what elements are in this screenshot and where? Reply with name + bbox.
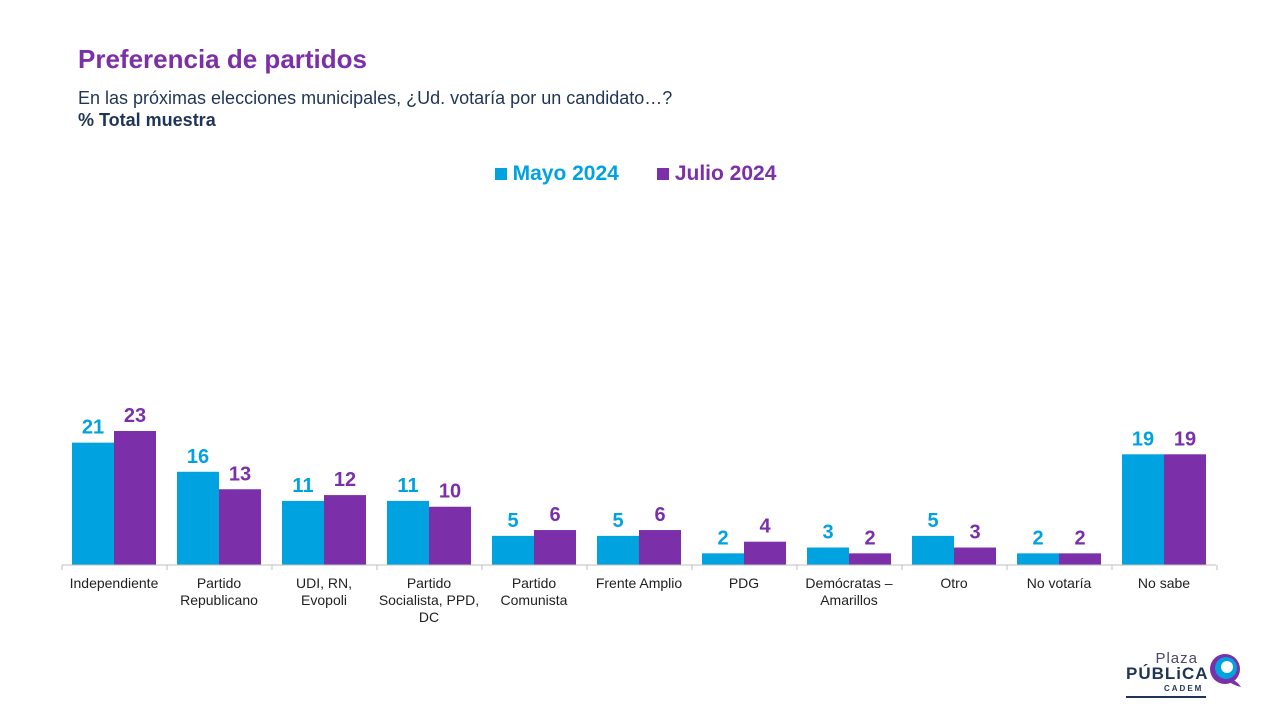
category-label: Otro	[940, 575, 967, 591]
bar-julio	[849, 553, 891, 565]
bar-julio	[744, 541, 786, 565]
legend-label-mayo: Mayo 2024	[512, 162, 619, 185]
category-label: Frente Amplio	[596, 575, 683, 591]
category-label: Evopoli	[301, 592, 347, 608]
logo-swirl-icon	[1210, 654, 1241, 687]
logo-text-plaza: Plaza	[1155, 650, 1198, 667]
category-label: Independiente	[70, 575, 159, 591]
data-label: 23	[124, 405, 146, 427]
legend-item-mayo: Mayo 2024	[494, 162, 619, 186]
bar-mayo	[282, 500, 324, 565]
data-label: 19	[1174, 428, 1196, 450]
data-label: 19	[1132, 428, 1154, 450]
data-label: 6	[549, 504, 560, 526]
category-label: Amarillos	[820, 592, 878, 608]
data-label: 2	[717, 527, 728, 549]
data-label: 10	[439, 481, 461, 503]
category-label: Republicano	[180, 592, 258, 608]
logo-underline	[1126, 696, 1206, 698]
category-label: DC	[419, 609, 439, 625]
logo-text-publica: PÚBLiCA	[1126, 664, 1209, 683]
category-label: Comunista	[501, 592, 568, 608]
bar-mayo	[177, 471, 219, 565]
bar-julio	[534, 530, 576, 565]
logo-text-cadem: CADEM	[1164, 684, 1204, 693]
bar-julio	[219, 489, 261, 565]
data-label: 5	[612, 510, 623, 532]
bar-julio	[429, 506, 471, 565]
bar-mayo	[597, 535, 639, 565]
legend-item-julio: Julio 2024	[656, 162, 777, 186]
data-label: 16	[187, 446, 209, 468]
bar-mayo	[387, 500, 429, 565]
data-label: 2	[1032, 527, 1043, 549]
bar-mayo	[72, 442, 114, 565]
data-label: 6	[654, 504, 665, 526]
data-label: 2	[1074, 527, 1085, 549]
chart-title: Preferencia de partidos	[78, 44, 367, 74]
legend-swatch-mayo	[494, 168, 507, 180]
data-label: 12	[334, 469, 356, 491]
bar-julio	[1059, 553, 1101, 565]
bar-julio	[1164, 454, 1206, 565]
sample-note: % Total muestra	[78, 110, 216, 130]
data-label: 11	[397, 475, 418, 497]
category-label: Demócratas –	[805, 575, 892, 591]
bar-mayo	[807, 547, 849, 565]
data-label: 3	[969, 522, 980, 544]
chart-subtitle: En las próximas elecciones municipales, …	[78, 88, 673, 108]
data-label: 21	[82, 417, 104, 439]
legend: Mayo 2024 Julio 2024	[0, 162, 1271, 186]
category-label: Partido	[197, 575, 242, 591]
plaza-publica-cadem-logo: Plaza PÚBLiCA CADEM	[1124, 650, 1244, 700]
category-label: No votaría	[1027, 575, 1092, 591]
bar-mayo	[1122, 454, 1164, 565]
bar-mayo	[1017, 553, 1059, 565]
category-label: Socialista, PPD,	[379, 592, 479, 608]
data-label: 3	[822, 522, 833, 544]
bar-mayo	[702, 553, 744, 565]
category-label: Partido	[512, 575, 557, 591]
category-label: PDG	[729, 575, 759, 591]
data-label: 13	[229, 463, 251, 485]
category-label: Partido	[407, 575, 452, 591]
bar-julio	[954, 547, 996, 565]
category-label: UDI, RN,	[296, 575, 352, 591]
legend-label-julio: Julio 2024	[674, 162, 777, 185]
data-label: 4	[759, 516, 771, 538]
bar-mayo	[492, 535, 534, 565]
bar-mayo	[912, 535, 954, 565]
bar-julio	[114, 431, 156, 565]
legend-swatch-julio	[656, 168, 669, 180]
data-label: 5	[507, 510, 518, 532]
data-label: 11	[292, 475, 313, 497]
data-label: 2	[864, 527, 875, 549]
category-label: No sabe	[1138, 575, 1190, 591]
bar-julio	[639, 530, 681, 565]
bar-julio	[324, 495, 366, 565]
data-label: 5	[927, 510, 938, 532]
